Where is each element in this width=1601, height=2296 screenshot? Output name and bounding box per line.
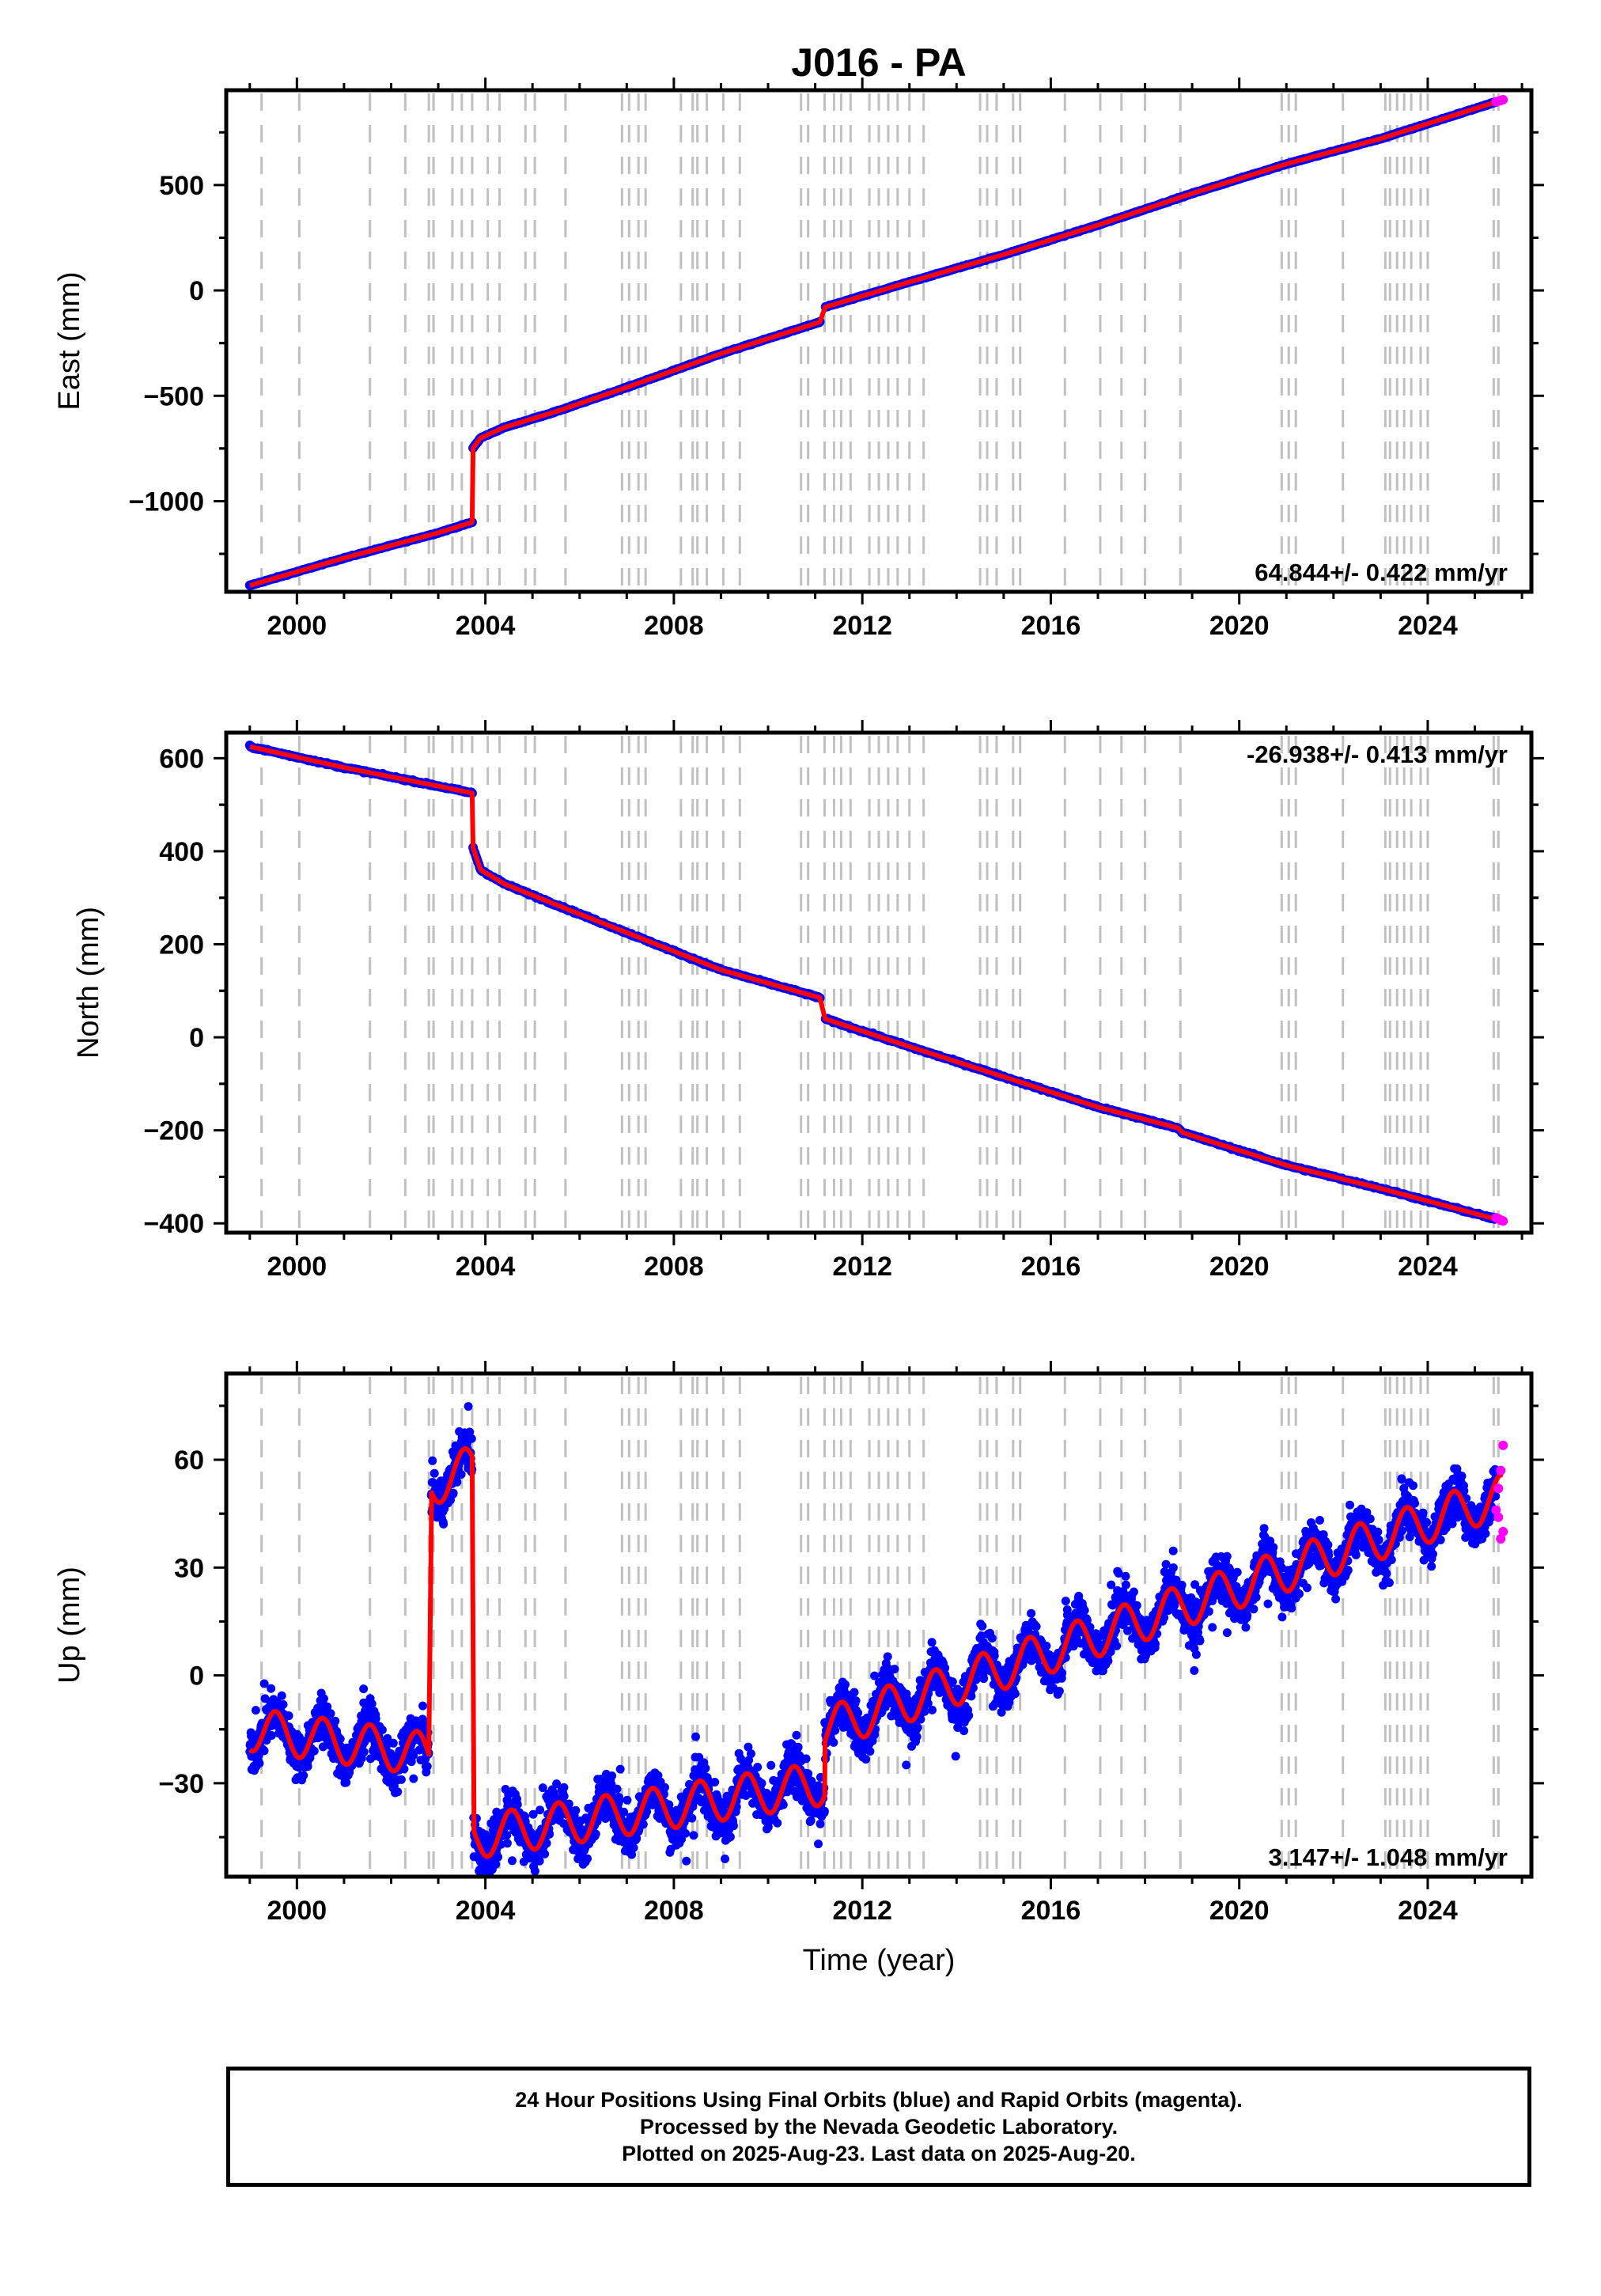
- position-point: [535, 1856, 544, 1866]
- position-point: [371, 1714, 380, 1723]
- position-point: [359, 1747, 369, 1756]
- position-point: [422, 1762, 432, 1771]
- north-panel: 2000 2004 2008 2012 2016 2020 2024 −400 −200 0 200…: [72, 720, 1544, 1282]
- position-point: [591, 1829, 600, 1839]
- y-tick-label: 0: [189, 1023, 204, 1053]
- position-point: [530, 1866, 539, 1876]
- y-tick-label: 600: [159, 744, 204, 774]
- position-point: [629, 1843, 638, 1852]
- position-point: [804, 1769, 813, 1779]
- position-point: [612, 1784, 622, 1794]
- position-point: [393, 1787, 403, 1797]
- position-point: [326, 1709, 335, 1718]
- position-point: [559, 1783, 569, 1792]
- position-point: [284, 1711, 293, 1721]
- y-tick-label: −200: [143, 1116, 204, 1146]
- rapid-orbit-point: [1498, 94, 1508, 104]
- position-point: [513, 1800, 522, 1809]
- position-point: [681, 1828, 690, 1838]
- x-tick-label: 2024: [1398, 1252, 1458, 1282]
- x-tick-label: 2008: [644, 611, 704, 641]
- position-point: [773, 1818, 782, 1828]
- position-point: [396, 1775, 406, 1784]
- position-point: [747, 1749, 755, 1759]
- east-axis-label: East (mm): [53, 271, 86, 410]
- y-tick-label: 200: [159, 930, 204, 960]
- position-point: [299, 1771, 308, 1780]
- model-fit-line: [248, 744, 1505, 1224]
- north-rate-label: -26.938+/- 0.413 mm/yr: [1247, 741, 1508, 768]
- y-tick-label: −400: [143, 1209, 204, 1239]
- position-point: [638, 1820, 648, 1829]
- position-point: [801, 1754, 811, 1764]
- position-point: [418, 1701, 427, 1711]
- position-point: [331, 1716, 340, 1726]
- x-tick-label: 2004: [456, 1252, 516, 1282]
- position-point: [725, 1832, 735, 1842]
- position-point: [309, 1746, 319, 1756]
- y-tick-label: 0: [189, 276, 204, 306]
- north-axis-label: North (mm): [72, 907, 105, 1059]
- y-tick-label: 400: [159, 837, 204, 867]
- position-point: [753, 1763, 763, 1771]
- position-point: [467, 1434, 476, 1443]
- position-point: [388, 1738, 398, 1748]
- east-panel: 2000 2004 2008 2012 2016 2020 2024 −1000 −500 0 50…: [53, 78, 1544, 641]
- position-point: [757, 1779, 766, 1788]
- position-point: [660, 1783, 669, 1792]
- x-tick-label: 2000: [267, 1252, 327, 1282]
- y-tick-label: −1000: [129, 487, 205, 517]
- position-point: [687, 1813, 697, 1823]
- position-point: [540, 1849, 550, 1858]
- position-point: [430, 1468, 439, 1478]
- rapid-orbit-point: [1498, 1216, 1508, 1226]
- plot-frame: [224, 88, 1534, 594]
- position-point: [428, 1456, 437, 1465]
- position-point: [277, 1691, 286, 1700]
- position-point: [701, 1764, 710, 1773]
- x-tick-label: 2012: [832, 611, 892, 641]
- position-point: [367, 1699, 377, 1708]
- position-point: [607, 1771, 617, 1780]
- east-rate-label: 64.844+/- 0.422 mm/yr: [1255, 559, 1508, 586]
- position-point: [342, 1778, 351, 1787]
- model-fit-line: [248, 97, 1505, 588]
- position-point: [502, 1839, 512, 1848]
- position-point: [267, 1731, 276, 1740]
- x-tick-label: 2016: [1021, 1252, 1081, 1282]
- position-point: [615, 1795, 624, 1805]
- x-tick-label: 2012: [832, 1252, 892, 1282]
- x-tick-label: 2008: [644, 1252, 704, 1282]
- x-tick-label: 2020: [1209, 1252, 1270, 1282]
- position-point: [439, 1519, 449, 1529]
- position-point: [319, 1694, 328, 1703]
- position-point: [255, 1759, 264, 1768]
- x-tick-label: 2016: [1021, 611, 1081, 641]
- position-point: [710, 1778, 720, 1786]
- y-tick-label: 500: [159, 171, 204, 201]
- position-point: [259, 1746, 269, 1756]
- chart-title: J016 - PA: [791, 40, 966, 85]
- x-tick-label: 2020: [1209, 611, 1270, 641]
- position-point: [303, 1762, 312, 1771]
- y-tick-label: −500: [143, 381, 204, 411]
- position-point: [559, 1791, 569, 1801]
- position-point: [278, 1699, 288, 1709]
- position-point: [377, 1726, 387, 1734]
- x-tick-label: 2000: [267, 611, 327, 641]
- x-tick-label: 2024: [1398, 611, 1458, 641]
- x-tick-label: 2004: [456, 611, 516, 641]
